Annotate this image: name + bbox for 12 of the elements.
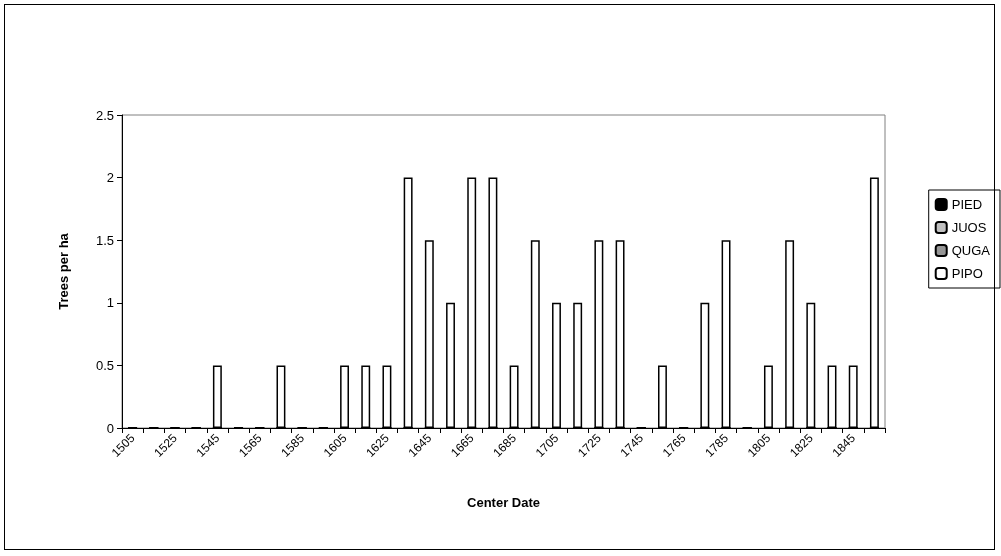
legend-label: QUGA: [951, 243, 991, 258]
y-tick-label: 0: [106, 420, 114, 436]
y-tick-label: 2.5: [95, 107, 114, 123]
legend-label: PIPO: [951, 266, 983, 281]
y-axis-title: Trees per ha: [56, 232, 71, 310]
legend-label: JUOS: [951, 220, 987, 235]
y-tick-label: 2: [106, 170, 114, 186]
legend-label: PIED: [951, 197, 983, 212]
x-axis-title: Center Date: [467, 495, 540, 510]
y-tick-label: 1.5: [95, 232, 114, 248]
y-tick-label: 1: [106, 295, 114, 311]
y-tick-label: 0.5: [95, 357, 114, 373]
